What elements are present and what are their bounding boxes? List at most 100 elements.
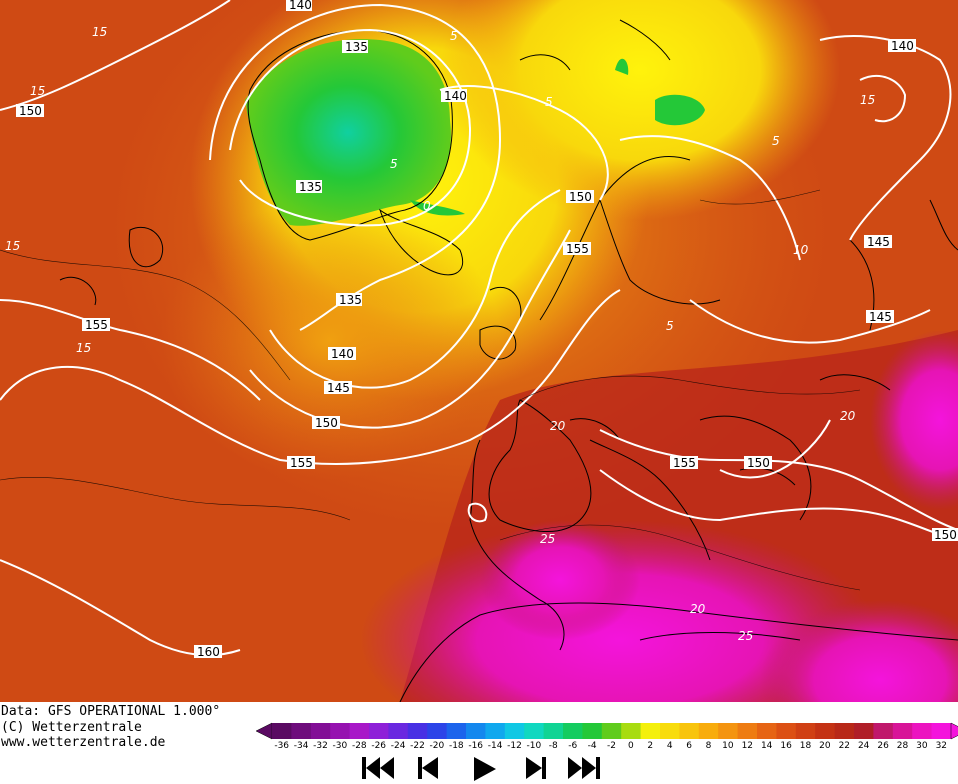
svg-text:135: 135 [299,180,322,194]
svg-text:15: 15 [76,341,91,355]
legend-swatch [369,723,389,739]
cold-tongue [410,200,465,216]
svg-text:15: 15 [92,25,107,39]
svg-text:140: 140 [289,0,312,12]
legend-swatch [446,723,467,739]
legend-tick-label: 2 [647,741,654,751]
legend-swatch [873,723,894,739]
svg-text:5: 5 [545,95,553,109]
legend-tick-label: 32 [935,741,948,751]
legend-swatch [892,723,913,739]
skip-to-start-icon [362,757,394,779]
legend-swatch [854,723,874,739]
skip-to-end-icon [568,757,600,779]
legend-swatch [504,723,525,739]
legend-tick-label: -22 [410,741,425,751]
legend-tick-label: 12 [741,741,754,751]
play-icon [474,757,496,781]
legend-swatch [310,723,331,739]
legend-tick-label: 24 [857,741,870,751]
legend-swatch [737,723,758,739]
legend-swatch [815,723,836,739]
legend-swatch [776,723,797,739]
svg-text:140: 140 [891,39,914,53]
legend-swatch [466,723,486,739]
svg-text:145: 145 [869,310,892,324]
legend-swatch [388,723,409,739]
copyright-text: (C) Wetterzentrale [1,719,142,735]
svg-text:145: 145 [327,381,350,395]
legend-tick-label: 4 [666,741,673,751]
isohypse-labels: 135 140 135 150 155 150 155 135 140 145 … [16,0,958,659]
legend-tick-label: 18 [799,741,812,751]
legend-swatch [621,723,642,739]
legend-swatch [291,723,312,739]
legend-max-arrow [950,722,958,740]
svg-text:5: 5 [666,319,674,333]
svg-text:20: 20 [690,602,706,616]
svg-text:150: 150 [315,416,338,430]
legend-tick-label: -36 [274,741,290,751]
legend-swatch [485,723,506,739]
legend-tick-label: -20 [429,741,445,751]
svg-text:5: 5 [390,157,398,171]
first-frame-button[interactable] [360,754,396,782]
legend-tick-label: 8 [705,741,712,751]
legend-swatch [524,723,545,739]
legend-tick-label: 20 [819,741,831,751]
svg-text:150: 150 [934,528,957,542]
step-forward-icon [526,757,546,779]
svg-text:15: 15 [5,239,20,253]
play-button[interactable] [466,754,502,782]
geopotential-contours [0,0,958,657]
legend-tick-label: -16 [468,741,484,751]
previous-frame-button[interactable] [414,754,450,782]
data-source-text: Data: GFS OPERATIONAL 1.000° [1,704,221,719]
weather-map: 135 140 135 150 155 150 155 135 140 145 … [0,0,958,702]
coastlines [59,19,958,702]
svg-text:10: 10 [793,243,809,257]
legend-tick-label: 6 [686,741,692,751]
legend-swatch [795,723,816,739]
cold-spot-small [615,58,629,75]
svg-text:5: 5 [450,29,458,43]
svg-text:155: 155 [85,318,108,332]
legend-swatch [640,723,661,739]
svg-text:140: 140 [331,347,354,361]
legend-tick-label: -10 [526,741,542,751]
step-back-icon [418,757,438,779]
svg-text:150: 150 [569,190,592,204]
legend-tick-label: -24 [390,741,406,751]
legend-tick-label: 16 [780,741,792,751]
legend-tick-label: -12 [507,741,522,751]
svg-text:15: 15 [30,84,45,98]
legend-swatch [349,723,370,739]
legend-swatch [582,723,603,739]
svg-text:20: 20 [550,419,566,433]
temperature-labels: 15 15 15 15 5 5 0 5 5 15 10 5 20 25 20 2… [5,25,875,643]
legend-tick-label: -2 [607,741,616,751]
svg-text:160: 160 [197,645,220,659]
magenta-zone-iberia [480,520,640,640]
legend-tick-label: 22 [838,741,851,751]
legend-tick-label: 10 [722,741,734,751]
legend-swatch [601,723,622,739]
legend-swatch [718,723,739,739]
website-text: www.wetterzentrale.de [1,735,166,750]
svg-text:155: 155 [566,242,589,256]
legend-tick-label: -4 [587,741,597,751]
svg-text:155: 155 [290,456,313,470]
color-legend-ticks: -36 -34 -32 -30 -28 -26 -24 -22 -20 -18 -16 -14 -12-… [256,741,956,753]
next-frame-button[interactable] [520,754,556,782]
svg-text:25: 25 [738,629,753,643]
legend-swatch [563,723,583,739]
legend-swatch [407,723,428,739]
svg-text:145: 145 [867,235,890,249]
svg-text:25: 25 [540,532,555,546]
legend-tick-label: 28 [896,741,909,751]
scandinavia-cold-spot [655,94,705,126]
legend-tick-label: -30 [332,741,348,751]
svg-text:150: 150 [19,104,42,118]
last-frame-button[interactable] [566,754,602,782]
svg-text:0: 0 [423,199,431,213]
